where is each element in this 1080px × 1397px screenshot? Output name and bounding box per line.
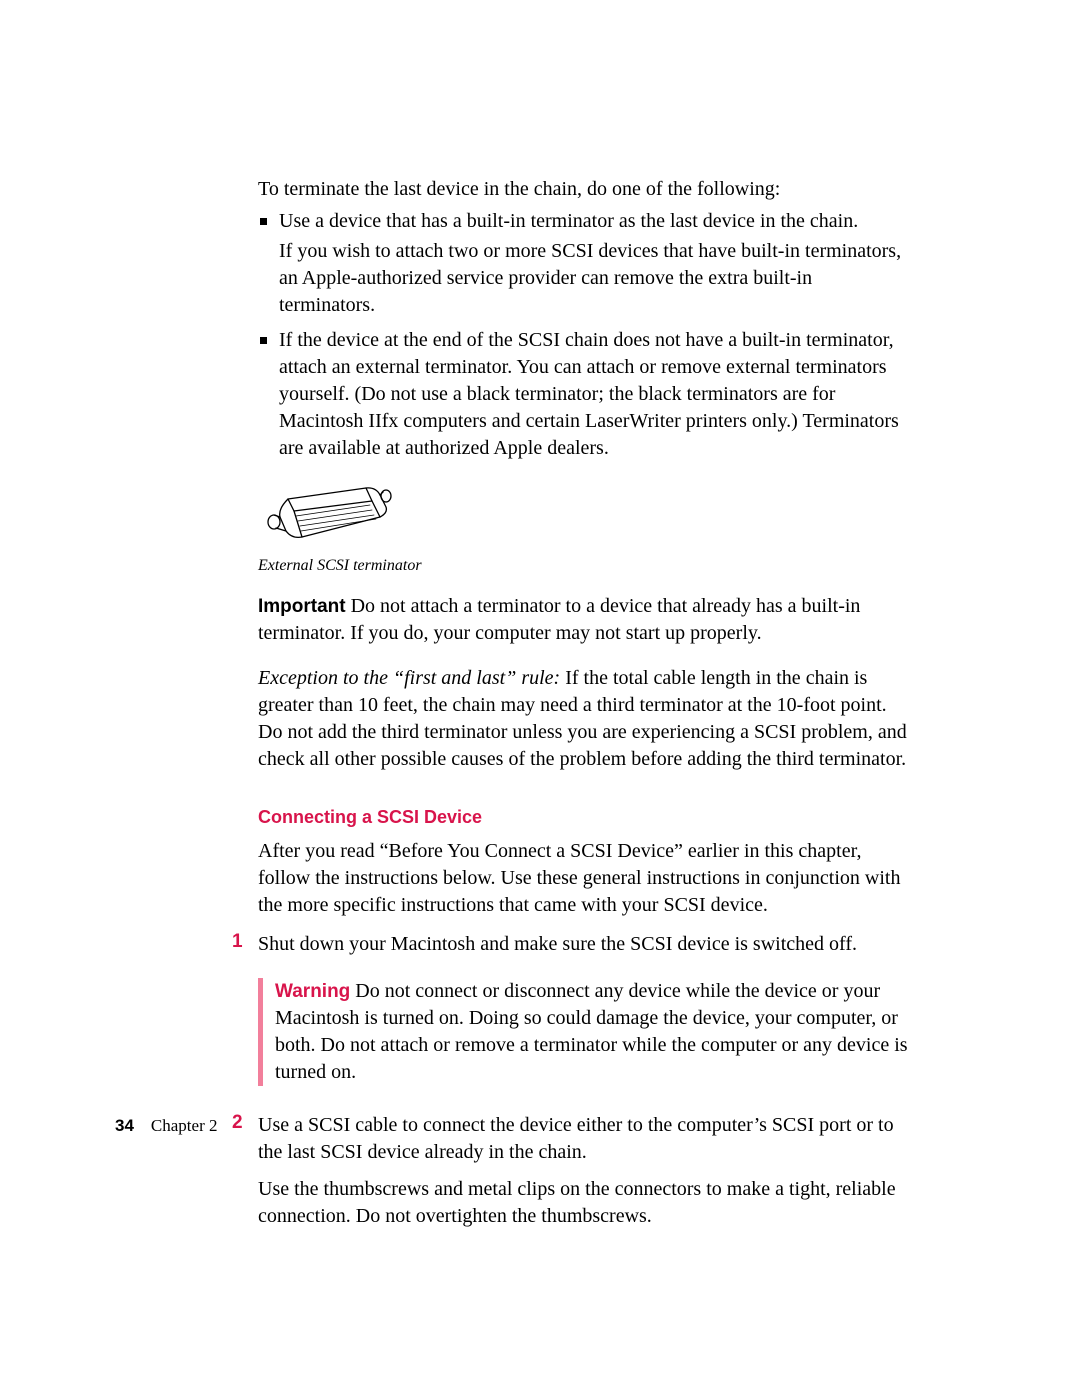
bullet-content: If the device at the end of the SCSI cha…	[279, 327, 908, 465]
section-intro: After you read “Before You Connect a SCS…	[258, 838, 908, 919]
step-1: 1 Shut down your Macintosh and make sure…	[258, 931, 908, 1100]
bullet-marker-icon	[260, 218, 267, 225]
step-number: 1	[232, 931, 258, 953]
step-number: 2	[232, 1112, 258, 1134]
bullet-content: Use a device that has a built-in termina…	[279, 208, 908, 322]
bullet-line: If you wish to attach two or more SCSI d…	[279, 238, 908, 319]
chapter-label: Chapter 2	[151, 1116, 218, 1135]
page-content: To terminate the last device in the chai…	[258, 176, 908, 1240]
bullet-line: Use a device that has a built-in termina…	[279, 208, 908, 235]
step-text: Shut down your Macintosh and make sure t…	[258, 931, 908, 958]
important-note: Important Do not attach a terminator to …	[258, 593, 908, 647]
scsi-terminator-icon	[258, 481, 398, 551]
step-text: Use a SCSI cable to connect the device e…	[258, 1112, 908, 1166]
warning-text: Do not connect or disconnect any device …	[275, 980, 908, 1083]
important-label: Important	[258, 596, 346, 617]
section-heading: Connecting a SCSI Device	[258, 807, 908, 828]
exception-lead: Exception to the “first and last” rule:	[258, 667, 560, 689]
exception-note: Exception to the “first and last” rule: …	[258, 665, 908, 773]
bullet-item: If the device at the end of the SCSI cha…	[258, 327, 908, 465]
figure-caption: External SCSI terminator	[258, 557, 908, 575]
bullet-list: Use a device that has a built-in termina…	[258, 208, 908, 465]
bullet-item: Use a device that has a built-in termina…	[258, 208, 908, 322]
page-number: 34	[115, 1116, 134, 1135]
warning-block: Warning Do not connect or disconnect any…	[258, 978, 908, 1086]
intro-text: To terminate the last device in the chai…	[258, 176, 908, 203]
page-footer: 34 Chapter 2	[115, 1116, 218, 1136]
step-text: Use the thumbscrews and metal clips on t…	[258, 1176, 908, 1230]
warning-label: Warning	[275, 981, 350, 1002]
step-2: 2 Use a SCSI cable to connect the device…	[258, 1112, 908, 1240]
important-text: Do not attach a terminator to a device t…	[258, 595, 860, 644]
bullet-marker-icon	[260, 337, 267, 344]
step-content: Shut down your Macintosh and make sure t…	[258, 931, 908, 1100]
warning-bar	[258, 978, 263, 1086]
step-content: Use a SCSI cable to connect the device e…	[258, 1112, 908, 1240]
bullet-line: If the device at the end of the SCSI cha…	[279, 327, 908, 462]
terminator-figure: External SCSI terminator	[258, 481, 908, 575]
warning-text-container: Warning Do not connect or disconnect any…	[275, 978, 908, 1086]
